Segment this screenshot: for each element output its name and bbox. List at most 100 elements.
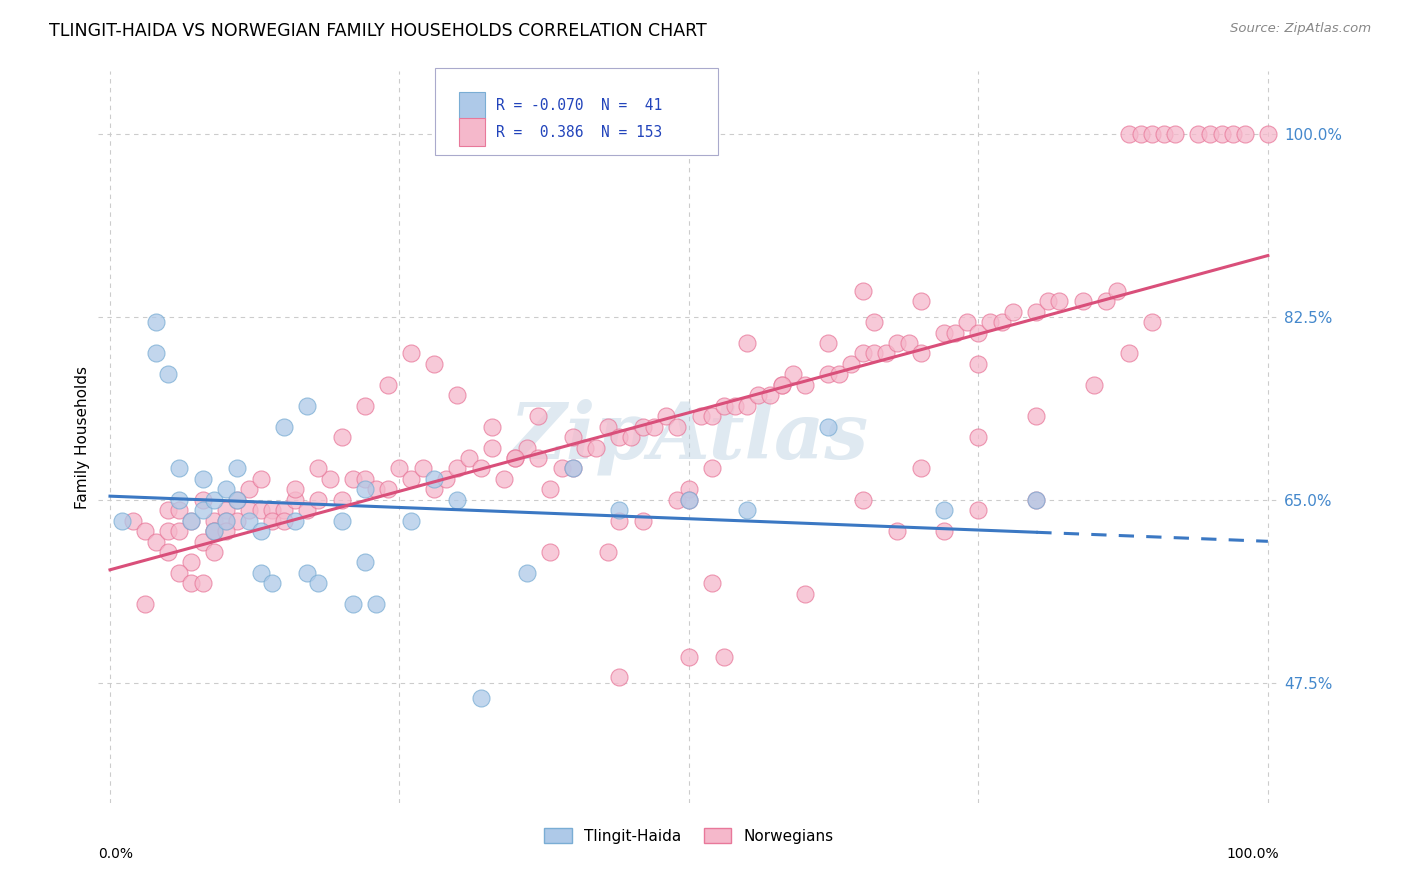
Point	[527, 409, 550, 424]
Point	[839, 357, 862, 371]
Point	[249, 524, 271, 538]
Point	[631, 419, 654, 434]
Point	[377, 377, 399, 392]
Point	[596, 419, 619, 434]
Point	[678, 492, 700, 507]
Point	[169, 503, 191, 517]
Point	[202, 524, 225, 538]
Text: R = -0.070  N =  41: R = -0.070 N = 41	[496, 98, 662, 113]
Point	[434, 472, 457, 486]
Point	[191, 492, 214, 507]
Point	[516, 441, 538, 455]
Point	[817, 336, 839, 351]
Point	[700, 576, 723, 591]
Point	[399, 346, 422, 360]
Point	[273, 419, 295, 434]
Point	[527, 450, 550, 465]
Point	[666, 492, 689, 507]
Point	[793, 377, 815, 392]
Point	[191, 576, 214, 591]
Point	[1199, 127, 1222, 141]
Point	[503, 450, 526, 465]
Point	[353, 483, 375, 497]
Point	[967, 326, 990, 340]
Point	[169, 524, 191, 538]
Point	[145, 346, 167, 360]
Point	[828, 368, 851, 382]
Point	[145, 315, 167, 329]
Point	[643, 419, 665, 434]
Point	[470, 691, 492, 706]
Point	[295, 399, 318, 413]
Point	[897, 336, 920, 351]
Point	[342, 597, 364, 611]
Point	[284, 483, 307, 497]
Y-axis label: Family Households: Family Households	[75, 366, 90, 508]
Point	[967, 503, 990, 517]
Point	[1257, 127, 1279, 141]
Point	[423, 357, 446, 371]
Point	[700, 461, 723, 475]
Text: R =  0.386  N = 153: R = 0.386 N = 153	[496, 125, 662, 139]
Point	[770, 377, 793, 392]
FancyBboxPatch shape	[458, 92, 485, 120]
Point	[620, 430, 643, 444]
Point	[631, 514, 654, 528]
Point	[295, 503, 318, 517]
Point	[169, 461, 191, 475]
Point	[262, 503, 284, 517]
Point	[249, 503, 271, 517]
Point	[562, 461, 585, 475]
Point	[1025, 492, 1047, 507]
Point	[353, 472, 375, 486]
Text: 0.0%: 0.0%	[98, 847, 134, 861]
Point	[307, 576, 329, 591]
Point	[226, 492, 249, 507]
Point	[156, 545, 179, 559]
Point	[713, 649, 735, 664]
Point	[678, 492, 700, 507]
Point	[423, 483, 446, 497]
Point	[180, 514, 202, 528]
Point	[1118, 346, 1140, 360]
Point	[1153, 127, 1175, 141]
Point	[759, 388, 782, 402]
Point	[609, 670, 631, 684]
Point	[481, 441, 503, 455]
Point	[110, 514, 132, 528]
Point	[852, 284, 875, 298]
Point	[574, 441, 596, 455]
Point	[156, 368, 179, 382]
Point	[609, 514, 631, 528]
Point	[1025, 492, 1047, 507]
Point	[1187, 127, 1209, 141]
Point	[412, 461, 434, 475]
Point	[202, 492, 225, 507]
Point	[492, 472, 515, 486]
Point	[852, 492, 875, 507]
Point	[516, 566, 538, 580]
Point	[191, 503, 214, 517]
Point	[377, 483, 399, 497]
Point	[423, 472, 446, 486]
Point	[538, 483, 561, 497]
Point	[538, 545, 561, 559]
Point	[932, 503, 955, 517]
Point	[562, 461, 585, 475]
Point	[1211, 127, 1233, 141]
Point	[169, 492, 191, 507]
Point	[735, 399, 758, 413]
Point	[249, 566, 271, 580]
Point	[191, 472, 214, 486]
Point	[793, 587, 815, 601]
Point	[724, 399, 747, 413]
Point	[932, 326, 955, 340]
Point	[550, 461, 572, 475]
Point	[180, 556, 202, 570]
Point	[1164, 127, 1187, 141]
Point	[503, 450, 526, 465]
Point	[226, 514, 249, 528]
Point	[238, 483, 260, 497]
Point	[446, 388, 468, 402]
Point	[1083, 377, 1105, 392]
